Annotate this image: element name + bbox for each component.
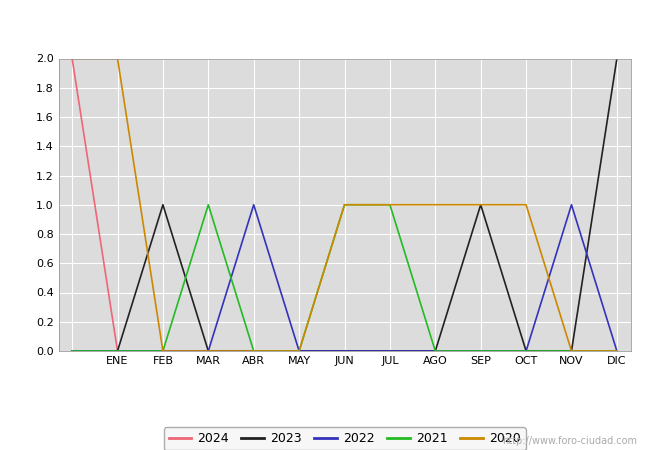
Text: Matriculaciones de Vehiculos en Niharra: Matriculaciones de Vehiculos en Niharra bbox=[159, 14, 491, 32]
Legend: 2024, 2023, 2022, 2021, 2020: 2024, 2023, 2022, 2021, 2020 bbox=[164, 427, 525, 450]
Text: http://www.foro-ciudad.com: http://www.foro-ciudad.com bbox=[502, 436, 637, 446]
